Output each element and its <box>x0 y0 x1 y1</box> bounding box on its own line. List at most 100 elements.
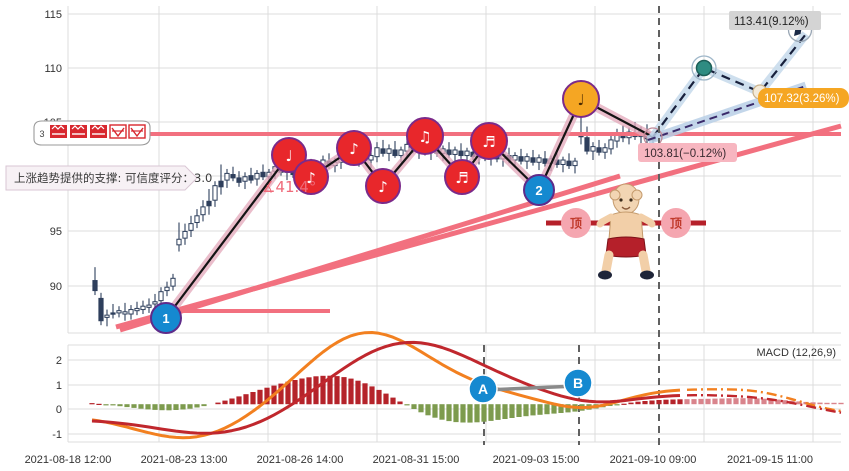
candle-body <box>140 305 146 311</box>
candle-body <box>254 172 260 180</box>
target-mid-text: 107.32(3.26%) <box>764 93 840 105</box>
macd-histogram-bar <box>621 403 627 405</box>
macd-histogram-bar <box>733 398 739 405</box>
macd-histogram-bar <box>376 389 382 405</box>
macd-histogram-bar <box>747 398 753 405</box>
macd-histogram-bar <box>110 404 116 406</box>
macd-histogram-bar <box>446 404 452 422</box>
macd-histogram-bar <box>635 401 641 405</box>
macd-histogram-bar <box>740 398 746 405</box>
forecast-vertex-node[interactable] <box>695 59 713 77</box>
note-marker-5[interactable]: ♫ <box>406 117 444 155</box>
candle-body <box>230 174 236 179</box>
macd-histogram-bar <box>145 404 151 410</box>
macd-histogram-bar <box>649 400 655 405</box>
note-glyph-7: ♬ <box>482 133 495 151</box>
macd-histogram-bar <box>334 376 340 405</box>
candle-body <box>188 223 194 231</box>
macd-histogram-bar <box>166 404 172 411</box>
macd-marker-a[interactable]: A <box>468 374 498 404</box>
candle-body <box>242 176 248 182</box>
macd-marker-b[interactable]: B <box>563 368 593 398</box>
macd-histogram-bar <box>250 392 256 405</box>
macd-histogram-bar <box>558 404 564 413</box>
candle-body <box>164 286 170 292</box>
target-mid-badge[interactable]: 107.32(3.26%) <box>758 88 849 108</box>
candle-body <box>584 137 590 152</box>
macd-histogram-bar <box>355 380 361 405</box>
macd-histogram-bar <box>313 376 319 405</box>
macd-histogram-bar <box>131 404 137 408</box>
macd-label-a: A <box>478 381 488 397</box>
macd-ab-connector <box>485 384 578 392</box>
macd-histogram-bar <box>278 383 284 405</box>
macd-histogram-bar <box>656 400 662 405</box>
pattern-icon-5[interactable] <box>128 124 146 139</box>
note-marker-6[interactable]: ♬ <box>444 159 480 195</box>
macd-histogram-bar <box>285 381 291 405</box>
pattern-count-badge[interactable]: 3 <box>33 120 151 146</box>
macd-histogram-bar <box>236 396 242 405</box>
note-marker-3[interactable]: ♪ <box>336 130 372 166</box>
pivot-label-2: 2 <box>535 183 542 198</box>
barbell-plate-left <box>561 208 591 238</box>
macd-histogram-bar <box>670 399 676 405</box>
macd-histogram-bar <box>306 377 312 405</box>
pattern-icon-3[interactable] <box>90 125 107 138</box>
note-marker-7[interactable]: ♬ <box>470 122 508 160</box>
macd-dea-line <box>91 340 681 435</box>
pattern-icon-4[interactable] <box>109 124 127 139</box>
macd-histogram-bar <box>215 402 221 405</box>
candle-body <box>182 230 188 239</box>
xtick-2: 2021-08-26 14:00 <box>257 454 344 466</box>
macd-histogram-bar <box>138 404 144 409</box>
candle-body <box>542 158 548 164</box>
macd-histogram-bar <box>544 404 550 415</box>
ding-label-right: 顶 <box>670 217 682 231</box>
macd-histogram-bar <box>243 394 249 405</box>
candle-body <box>116 310 122 314</box>
candle-body <box>248 175 254 181</box>
macd-histogram-bar <box>712 398 718 405</box>
pivot-marker-1[interactable]: 1 <box>150 302 182 334</box>
candle-body <box>194 215 200 224</box>
macd-histogram-bar <box>180 404 186 410</box>
note-marker-1[interactable]: ♩ <box>271 137 307 173</box>
note-glyph-5: ♫ <box>418 128 431 146</box>
macd-histogram-bar <box>418 404 424 413</box>
target-high-badge[interactable]: 113.41(9.12%) <box>729 11 821 30</box>
candle-body <box>386 148 392 154</box>
macd-histogram-bar <box>229 398 235 405</box>
candle-body <box>590 146 596 152</box>
candle-body <box>380 148 386 154</box>
note-marker-orange[interactable]: ♩ <box>562 80 600 118</box>
macd-histogram-bar <box>698 398 704 405</box>
note-glyph-2: ♪ <box>306 169 316 187</box>
macd-histogram-bar <box>467 404 473 423</box>
lifter-body <box>596 183 656 280</box>
macd-histogram-bar <box>565 404 571 413</box>
macd-histogram-bar <box>89 403 95 405</box>
macd-histogram-bar <box>327 375 333 405</box>
candle-body <box>596 147 602 153</box>
candle-body <box>158 291 164 302</box>
macd-histogram-bar <box>761 398 767 405</box>
pivot-marker-2[interactable]: 2 <box>523 174 555 206</box>
last-price-badge[interactable]: 103.81(−0.12%) <box>638 143 737 162</box>
macd-histogram-bar <box>96 403 102 405</box>
candle-body <box>236 177 242 183</box>
note-marker-4[interactable]: ♪ <box>365 168 401 204</box>
pattern-icon-2[interactable] <box>70 125 87 138</box>
pivot-label-1: 1 <box>162 311 169 326</box>
ding-label-left: 顶 <box>570 217 582 231</box>
support-callout[interactable]: 上涨趋势提供的支撑: 可信度评分：3.0 <box>5 165 212 191</box>
macd-histogram-bar <box>474 404 480 423</box>
macd-ytick-1: 1 <box>56 380 62 392</box>
pattern-icon-1[interactable] <box>50 125 67 138</box>
note-marker-2[interactable]: ♪ <box>293 159 329 195</box>
candle-body <box>128 309 134 315</box>
macd-histogram-bar <box>222 400 228 405</box>
macd-histogram-bar <box>614 404 620 406</box>
chart-markers[interactable]: ♩ ♪ ♪ ♪ ♫ ♬ ♬ ♩ <box>150 80 600 404</box>
